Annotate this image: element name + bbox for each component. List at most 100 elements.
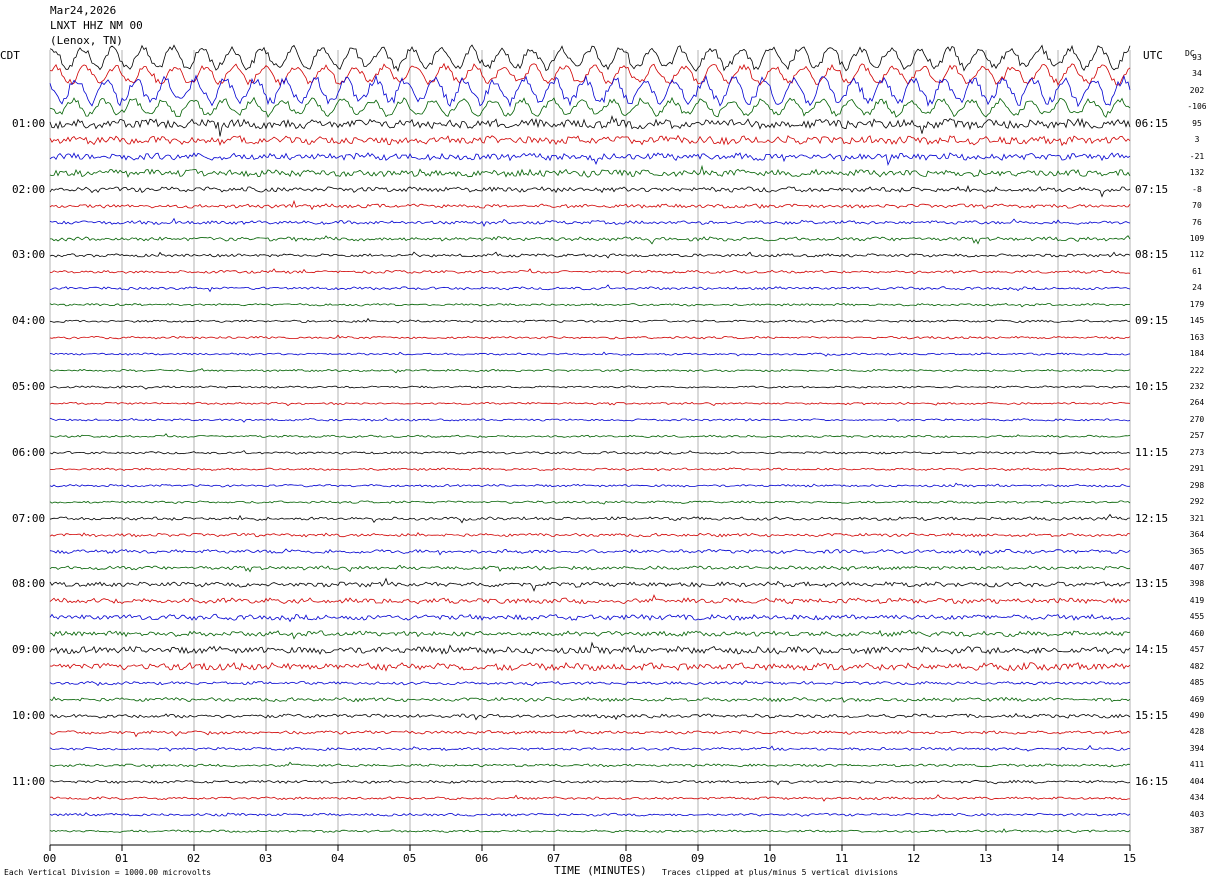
x-tick-label-00: 00 [43,852,57,865]
dc-offset-6: 3 [1194,135,1200,145]
dc-offset-33: 398 [1189,579,1205,589]
trace-25 [49,450,1131,455]
dc-offset-3: 202 [1189,85,1205,95]
x-tick-label-05: 05 [403,852,417,865]
trace-46 [50,794,1130,802]
trace-34 [49,594,1131,605]
trace-2 [49,62,1131,87]
dc-offset-47: 403 [1189,809,1205,819]
dc-offset-43: 394 [1189,743,1205,753]
dc-offset-36: 460 [1189,628,1205,638]
trace-20 [49,368,1131,374]
trace-21 [49,385,1131,390]
dc-offset-30: 364 [1189,530,1205,540]
trace-18 [49,334,1131,340]
trace-12 [50,235,1131,245]
dc-offset-9: -8 [1192,184,1202,194]
right-hour-label-1215: 12:15 [1135,511,1169,525]
x-axis-ticks [49,845,1131,851]
x-tick-label-03: 03 [259,852,273,865]
trace-32 [49,564,1131,573]
dc-offset-39: 485 [1189,678,1205,688]
dc-offset-12: 109 [1189,233,1205,243]
trace-38 [49,661,1131,672]
trace-30 [49,532,1131,538]
trace-1 [49,44,1131,72]
dc-offset-19: 184 [1189,349,1205,359]
x-axis-title: TIME (MINUTES) [554,864,647,877]
trace-15 [49,284,1131,293]
dc-offset-10: 70 [1192,201,1202,211]
x-tick-label-13: 13 [979,852,993,865]
left-hour-label-0800: 08:00 [12,577,46,591]
x-tick-label-08: 08 [619,852,633,865]
dc-offset-32: 407 [1189,562,1205,572]
right-hour-label-0615: 06:15 [1135,116,1169,130]
dc-offset-27: 298 [1189,480,1205,490]
x-tick-label-06: 06 [475,852,489,865]
dc-offset-15: 24 [1192,283,1202,293]
dc-offset-46: 434 [1189,793,1205,803]
trace-33 [49,577,1131,592]
x-tick-label-02: 02 [187,852,201,865]
trace-26 [49,467,1131,472]
left-hour-label-1100: 11:00 [12,774,46,788]
left-hour-label-0400: 04:00 [12,314,46,328]
x-tick-label-09: 09 [691,852,705,865]
dc-offset-38: 482 [1189,661,1205,671]
x-tick-label-12: 12 [907,852,921,865]
trace-28 [49,500,1131,505]
left-hour-label-0200: 02:00 [12,182,46,196]
trace-43 [49,744,1131,752]
trace-47 [49,812,1131,817]
left-hour-label-1000: 10:00 [12,709,46,722]
trace-5 [49,114,1131,137]
left-hour-label-0600: 06:00 [12,445,46,459]
left-hour-label-0700: 07:00 [12,511,46,525]
trace-48 [49,828,1131,833]
dc-offset-14: 61 [1192,266,1202,276]
trace-31 [49,548,1131,557]
dc-offset-23: 270 [1189,414,1205,424]
dc-offset-11: 76 [1192,217,1202,227]
dc-offset-44: 411 [1189,760,1205,770]
right-hour-label-1415: 14:15 [1135,643,1169,657]
dc-offset-40: 469 [1189,694,1205,704]
left-timezone-label: CDT [0,49,20,62]
trace-22 [49,401,1131,407]
station-code: LNXT HHZ NM 00 [50,19,143,32]
trace-37 [49,641,1131,655]
dc-offset-26: 291 [1189,464,1205,474]
right-hour-label-0815: 08:15 [1135,248,1169,262]
dc-offset-41: 490 [1189,711,1205,720]
right-hour-label-1015: 10:15 [1135,380,1169,393]
dc-offset-1: 93 [1192,53,1202,62]
trace-42 [49,729,1131,738]
x-tick-label-14: 14 [1051,852,1065,865]
trace-11 [49,217,1131,227]
dc-offset-4: -106 [1187,102,1207,112]
dc-offset-20: 222 [1189,365,1205,375]
trace-7 [49,152,1131,167]
vertical-division-note: Each Vertical Division = 1000.00 microvo… [4,868,212,877]
dc-label: DC [1185,49,1195,58]
dc-offset-25: 273 [1189,447,1205,457]
trace-45 [49,779,1131,786]
left-hour-label-0500: 05:00 [12,380,46,393]
station-location: (Lenox, TN) [50,34,123,47]
dc-offset-31: 365 [1189,546,1205,556]
minute-gridlines [49,50,1131,845]
trace-29 [49,513,1131,524]
trace-13 [49,251,1131,259]
trace-44 [49,761,1131,769]
left-hour-label-0900: 09:00 [12,643,46,657]
trace-39 [49,680,1131,687]
dc-offset-16: 179 [1189,299,1205,309]
seismic-traces [49,44,1131,833]
plot-date: Mar24,2026 [50,4,117,17]
right-hour-label-1115: 11:15 [1135,445,1169,459]
dc-offset-5: 95 [1192,118,1202,128]
left-hour-label-0100: 01:00 [12,116,46,130]
right-hour-label-1615: 16:15 [1135,774,1169,788]
